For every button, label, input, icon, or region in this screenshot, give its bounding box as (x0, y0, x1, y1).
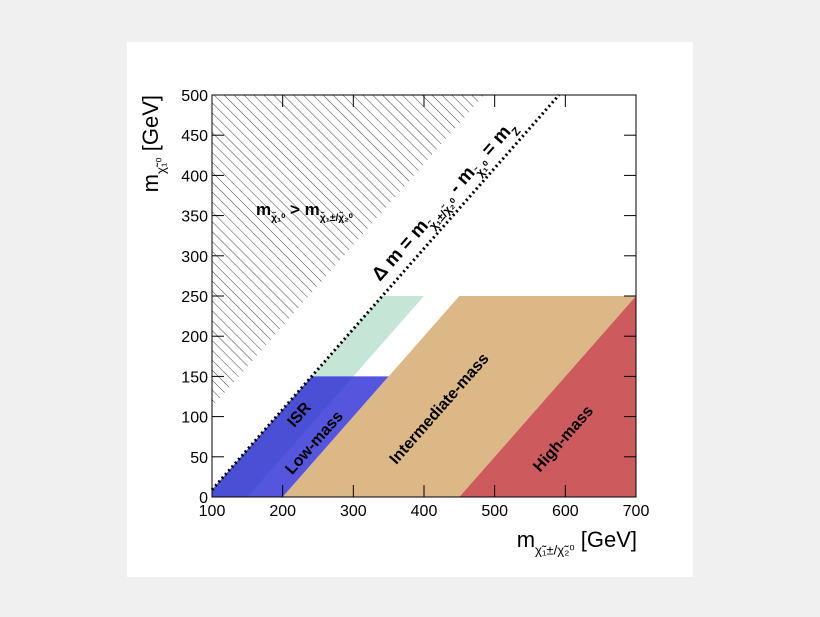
subscript: χ̃₁±/χ̃₂⁰ (320, 211, 353, 224)
x-tick-label: 600 (552, 503, 579, 520)
text-part: [GeV] (138, 95, 163, 157)
y-tick-label: 50 (190, 450, 208, 467)
y-tick-label: 450 (181, 128, 208, 145)
region (459, 296, 636, 497)
text-part: m (138, 174, 163, 192)
y-tick-label: 500 (181, 88, 208, 105)
x-tick-label: 500 (481, 503, 508, 520)
x-tick-label: 700 (623, 503, 650, 520)
x-tick-label: 200 (269, 503, 296, 520)
region (282, 296, 636, 497)
x-tick-label: 400 (411, 503, 438, 520)
subscript: χ̃₁±/χ̃₂⁰ (535, 543, 575, 558)
y-tick-label: 250 (181, 289, 208, 306)
subscript: χ̃₁⁰ (271, 211, 285, 224)
x-tick-label: 100 (199, 503, 226, 520)
subscript: χ̃₁⁰ (154, 157, 169, 174)
x-tick-label: 300 (340, 503, 367, 520)
region (212, 376, 389, 497)
annotation: mχ̃₁⁰ > mχ̃₁±/χ̃₂⁰ (256, 200, 353, 224)
x-axis-label: mχ̃₁±/χ̃₂⁰ [GeV] (517, 527, 637, 558)
y-tick-label: 200 (181, 329, 208, 346)
y-tick-label: 100 (181, 410, 208, 427)
y-tick-label: 0 (199, 490, 208, 507)
text-part: m (517, 527, 535, 552)
y-tick-label: 300 (181, 249, 208, 266)
y-tick-label: 150 (181, 369, 208, 386)
y-tick-label: 350 (181, 209, 208, 226)
text-part: > m (285, 200, 320, 219)
excluded-region (212, 95, 485, 407)
y-axis-label: mχ̃₁⁰ [GeV] (138, 95, 169, 192)
y-tick-label: 400 (181, 168, 208, 185)
text-part: m (256, 200, 271, 219)
text-part: [GeV] (575, 527, 637, 552)
